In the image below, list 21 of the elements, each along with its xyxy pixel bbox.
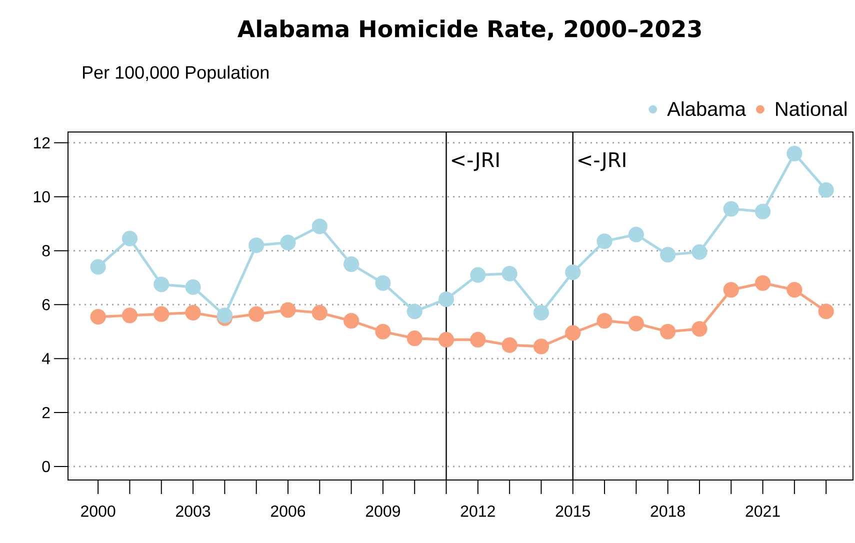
- chart-subtitle: Per 100,000 Population: [83, 66, 268, 82]
- legend-label: Alabama: [667, 101, 746, 116]
- x-tick-label: 2009: [366, 506, 400, 517]
- x-tick-label: 2018: [650, 506, 685, 517]
- y-tick-label: 4: [42, 353, 50, 364]
- y-tick-label: 2: [42, 406, 50, 418]
- x-tick-label: 2000: [81, 506, 116, 517]
- y-tick-label: 6: [42, 298, 50, 310]
- x-tick-label: 2006: [271, 506, 306, 517]
- ref-line-label: <-JRI: [578, 152, 626, 171]
- y-tick-label: 0: [42, 460, 50, 472]
- x-tick-label: 2015: [556, 506, 590, 517]
- x-tick-label: 2021: [746, 506, 780, 517]
- y-tick-label: 8: [42, 245, 50, 256]
- y-tick-label: 10: [34, 191, 50, 202]
- x-tick-label: 2003: [176, 506, 210, 517]
- legend-label: National: [776, 101, 846, 116]
- y-tick-label: 12: [34, 137, 50, 148]
- x-tick-label: 2012: [460, 506, 495, 517]
- ref-line-label: <-JRI: [452, 152, 499, 171]
- chart-title: Alabama Homicide Rate, 2000–2023: [237, 20, 701, 40]
